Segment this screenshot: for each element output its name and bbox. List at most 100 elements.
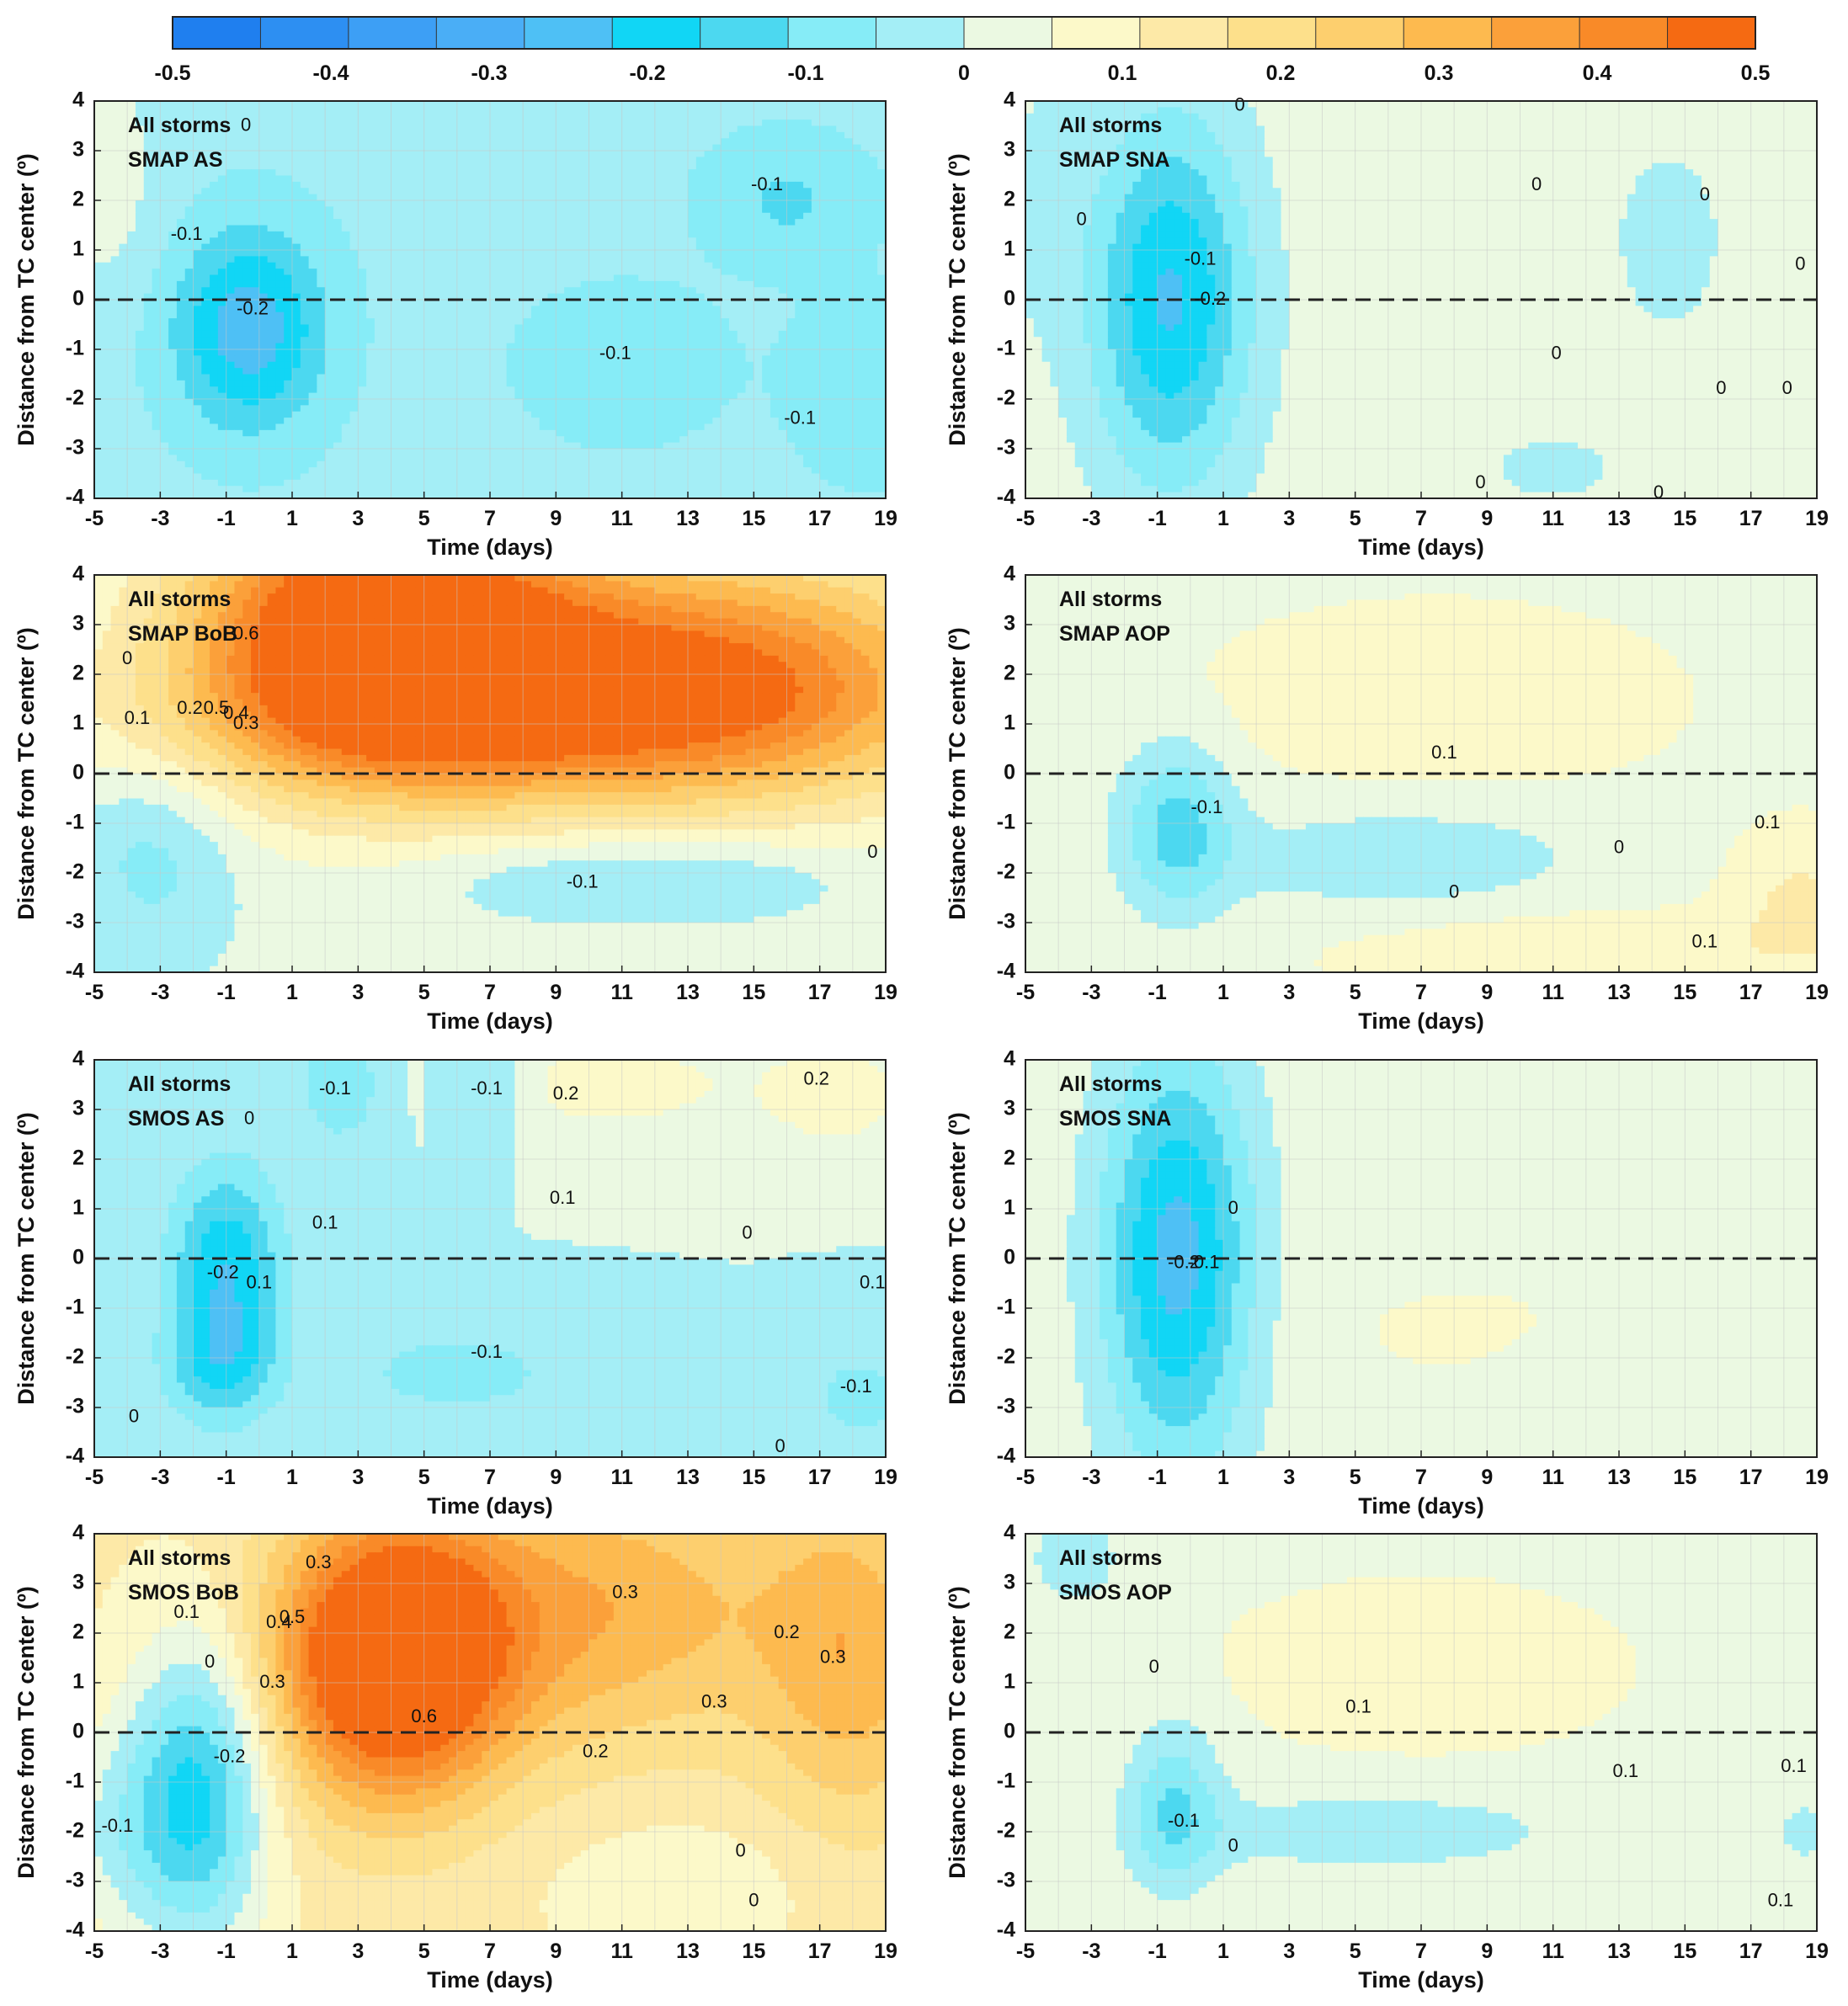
heatmap-cell <box>465 113 475 120</box>
heatmap-cell <box>795 219 804 226</box>
heatmap-cell <box>176 231 186 238</box>
heatmap-cell <box>564 361 573 369</box>
heatmap-cell <box>828 125 837 133</box>
heatmap-cell <box>160 175 169 183</box>
heatmap-cell <box>564 225 573 232</box>
heatmap-cell <box>399 418 408 425</box>
heatmap-cell <box>506 175 515 183</box>
heatmap-cell <box>267 219 277 226</box>
heatmap-cell <box>423 131 434 139</box>
heatmap-cell <box>786 330 796 338</box>
heatmap-cell <box>333 269 343 276</box>
heatmap-cell <box>580 380 590 387</box>
heatmap-cell <box>440 144 450 152</box>
heatmap-cell <box>292 337 301 344</box>
heatmap-cell <box>647 293 656 301</box>
heatmap-cell <box>300 194 310 201</box>
heatmap-cell <box>523 157 532 164</box>
heatmap-cell <box>234 343 243 350</box>
heatmap-cell <box>473 318 482 326</box>
heatmap-cell <box>638 386 647 394</box>
heatmap-cell <box>860 368 871 375</box>
heatmap-cell <box>160 125 169 133</box>
heatmap-cell <box>490 311 499 319</box>
heatmap-cell <box>176 131 186 139</box>
heatmap-cell <box>292 411 301 418</box>
heatmap-cell <box>819 380 829 387</box>
heatmap-cell <box>449 101 458 108</box>
heatmap-cell <box>819 405 829 412</box>
heatmap-cell <box>828 399 837 406</box>
heatmap-cell <box>407 231 417 238</box>
heatmap-cell <box>102 219 112 226</box>
heatmap-cell <box>654 243 664 251</box>
heatmap-cell <box>704 355 713 363</box>
heatmap-cell <box>828 368 837 375</box>
heatmap-cell <box>498 256 508 263</box>
heatmap-cell <box>572 355 582 363</box>
heatmap-cell <box>119 243 128 251</box>
heatmap-cell <box>226 374 236 381</box>
heatmap-cell <box>341 175 351 183</box>
heatmap-cell <box>588 157 598 164</box>
heatmap-cell <box>688 349 697 356</box>
heatmap-cell <box>308 280 317 288</box>
heatmap-cell <box>828 101 837 108</box>
heatmap-cell <box>210 206 219 214</box>
heatmap-cell <box>317 107 326 114</box>
heatmap-cell <box>242 392 252 400</box>
heatmap-cell <box>258 169 269 177</box>
heatmap-cell <box>210 287 219 295</box>
heatmap-cell <box>786 300 796 306</box>
heatmap-cell <box>498 219 508 226</box>
heatmap-cell <box>654 188 664 195</box>
heatmap-cell <box>737 361 747 369</box>
heatmap-cell <box>836 157 845 164</box>
heatmap-cell <box>597 337 606 344</box>
heatmap-cell <box>506 293 515 301</box>
heatmap-cell <box>630 380 639 387</box>
heatmap-cell <box>498 243 508 251</box>
heatmap-cell <box>176 212 186 220</box>
heatmap-cell <box>803 131 812 139</box>
heatmap-cell <box>877 274 886 282</box>
heatmap-cell <box>621 386 631 394</box>
heatmap-cell <box>119 280 128 288</box>
heatmap-cell <box>349 256 359 263</box>
heatmap-cell <box>143 287 153 295</box>
heatmap-cell <box>251 151 260 157</box>
colorbar-segment <box>700 16 790 50</box>
heatmap-cell <box>267 194 277 201</box>
heatmap-cell <box>135 151 145 157</box>
heatmap-cell <box>778 343 788 350</box>
heatmap-cell <box>135 157 145 164</box>
heatmap-cell <box>638 411 647 418</box>
heatmap-cell <box>523 386 532 394</box>
heatmap-cell <box>506 188 515 195</box>
heatmap-cell <box>860 392 871 400</box>
heatmap-cell <box>482 269 491 276</box>
heatmap-cell <box>654 120 664 127</box>
heatmap-cell <box>663 107 673 114</box>
heatmap-cell <box>539 250 549 257</box>
heatmap-cell <box>399 361 408 369</box>
heatmap-cell <box>852 212 862 220</box>
heatmap-cell <box>251 131 260 139</box>
heatmap-cell <box>482 324 491 332</box>
heatmap-cell <box>819 194 829 201</box>
heatmap-cell <box>300 392 310 400</box>
heatmap-cell <box>407 120 417 127</box>
heatmap-cell <box>456 200 466 207</box>
heatmap-cell <box>110 188 120 195</box>
heatmap-cell <box>201 418 210 425</box>
heatmap-cell <box>530 188 541 195</box>
heatmap-cell <box>728 200 738 207</box>
heatmap-cell <box>119 343 128 350</box>
heatmap-cell <box>671 349 680 356</box>
heatmap-cell <box>341 262 351 269</box>
heatmap-cell <box>745 318 754 326</box>
heatmap-cell <box>382 287 392 295</box>
heatmap-cell <box>275 392 285 400</box>
heatmap-cell <box>605 392 615 400</box>
heatmap-cell <box>819 250 829 257</box>
